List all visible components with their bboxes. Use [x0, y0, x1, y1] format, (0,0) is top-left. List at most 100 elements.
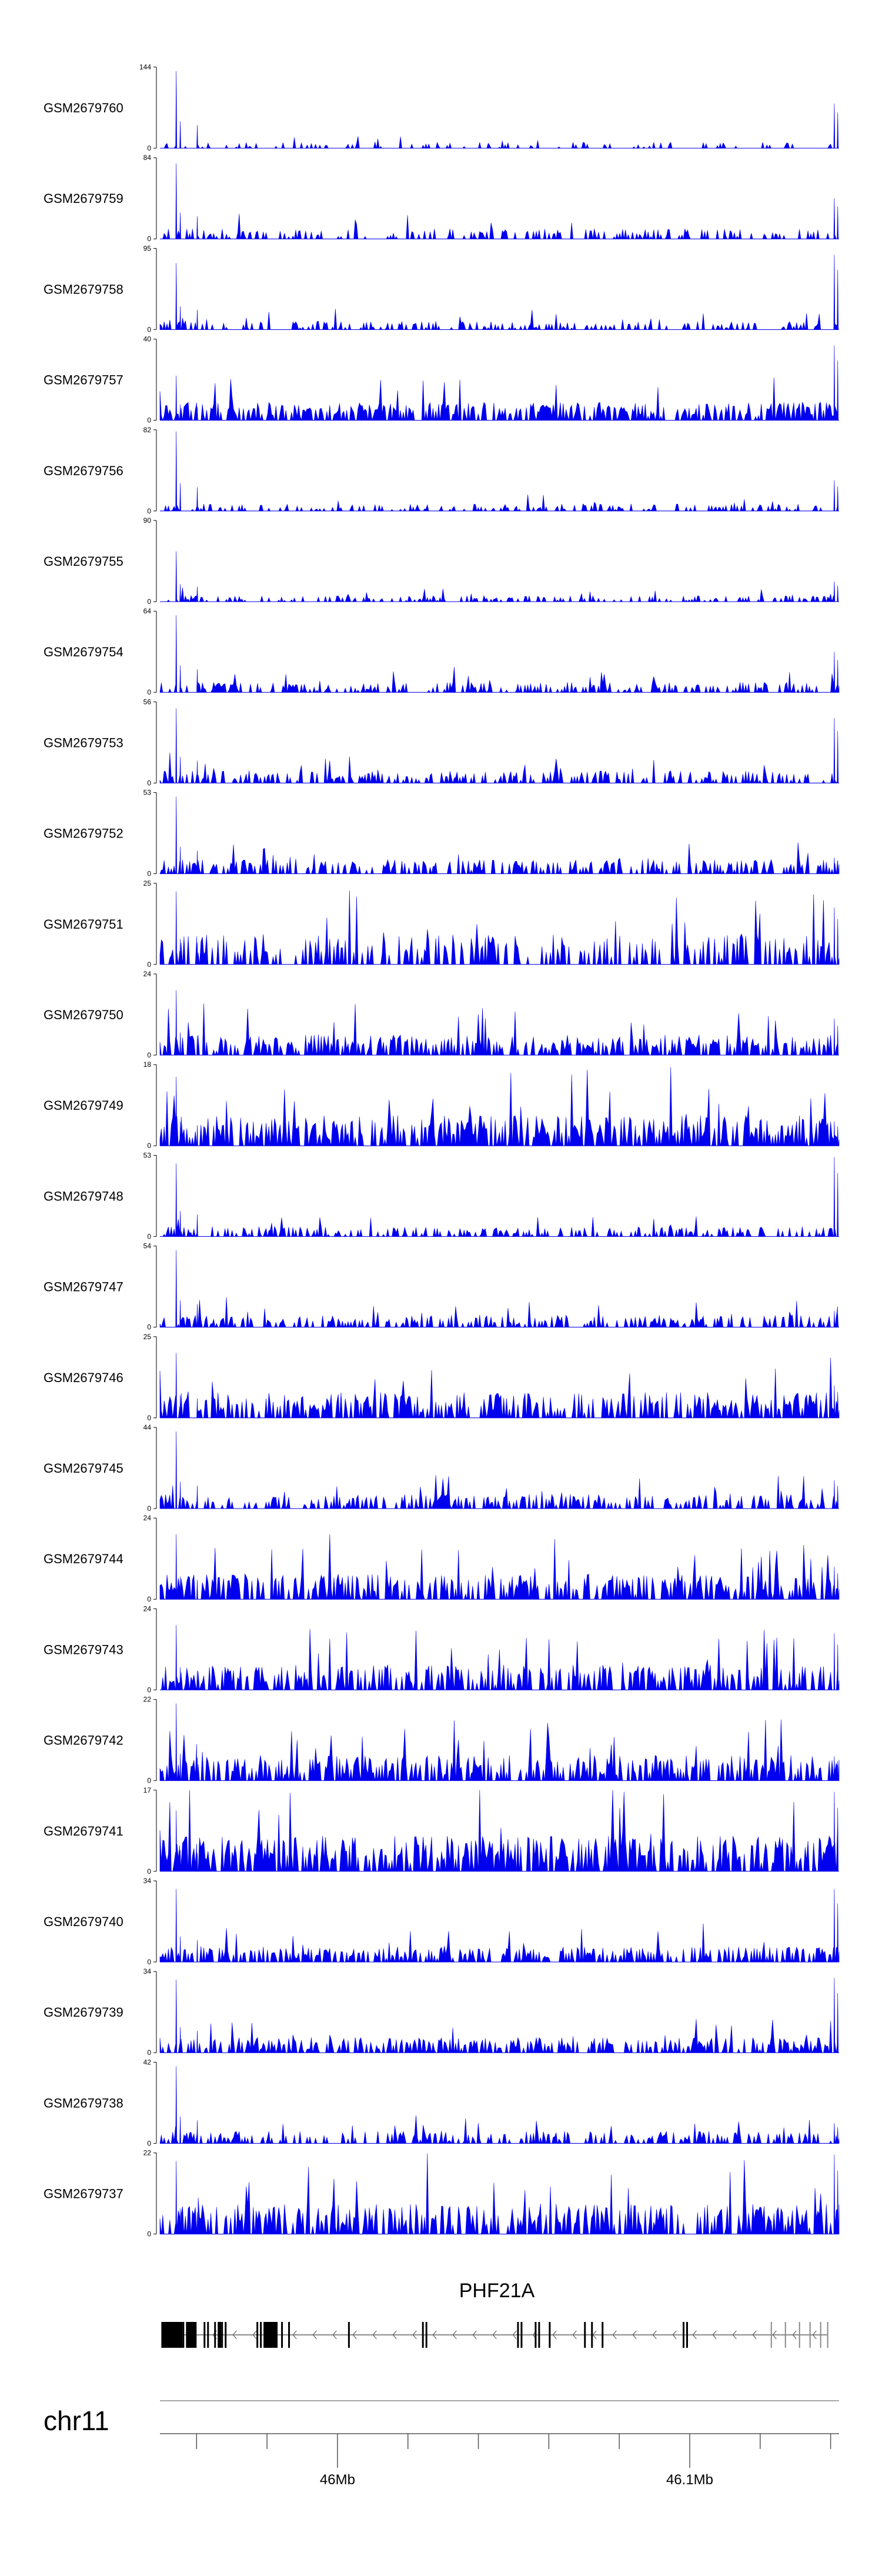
coverage-area	[159, 990, 839, 1056]
gene-exon-minor	[809, 2322, 811, 2348]
track-label: GSM2679756	[44, 463, 123, 478]
y-max-label: 56	[143, 698, 152, 706]
chromosome-label: chr11	[44, 2405, 109, 2436]
coverage-area	[159, 1250, 839, 1328]
gene-exon	[422, 2322, 424, 2348]
genome-axis: chr11 46Mb 46.1Mb	[44, 2400, 839, 2488]
gene-exon	[591, 2322, 593, 2348]
y-max-label: 64	[143, 607, 152, 615]
track-GSM2679748: GSM2679748 53 0	[44, 1151, 839, 1240]
track-label: GSM2679746	[44, 1370, 123, 1385]
y-max-label: 53	[143, 1151, 152, 1159]
gene-exon	[517, 2322, 519, 2348]
y-max-label: 40	[143, 335, 152, 343]
y-max-label: 144	[139, 63, 151, 71]
track-GSM2679747: GSM2679747 54 0	[44, 1242, 839, 1332]
track-label: GSM2679738	[44, 2095, 123, 2110]
track-GSM2679738: GSM2679738 42 0	[44, 2058, 840, 2147]
y-max-label: 34	[143, 1877, 152, 1885]
gene-exon	[256, 2322, 259, 2348]
gene-exon	[288, 2322, 290, 2348]
strand-arrow	[632, 2330, 637, 2340]
y-zero-label: 0	[147, 2230, 151, 2238]
track-label: GSM2679751	[44, 917, 123, 932]
track-GSM2679754: GSM2679754 64 0	[44, 607, 840, 696]
strand-arrow	[312, 2330, 317, 2340]
gene-exon	[186, 2322, 197, 2348]
coverage-area	[159, 1790, 839, 1872]
track-GSM2679750: GSM2679750 24 0	[44, 970, 839, 1059]
y-max-label: 17	[143, 1786, 152, 1794]
y-zero-label: 0	[147, 507, 151, 515]
gene-exon	[172, 2322, 174, 2348]
gene-exon	[686, 2322, 689, 2348]
track-label: GSM2679737	[44, 2187, 123, 2201]
track-GSM2679743: GSM2679743 24 0	[44, 1604, 840, 1694]
y-zero-label: 0	[147, 1323, 151, 1332]
coverage-area	[159, 2153, 840, 2234]
strand-arrow	[672, 2330, 677, 2340]
y-zero-label: 0	[147, 2048, 151, 2057]
gene-exon	[602, 2322, 604, 2348]
coverage-area	[159, 255, 839, 331]
track-label: GSM2679750	[44, 1007, 123, 1022]
strand-arrow	[732, 2330, 737, 2340]
track-label: GSM2679759	[44, 191, 123, 206]
strand-arrow	[512, 2330, 517, 2340]
track-GSM2679751: GSM2679751 25 0	[44, 879, 840, 969]
coverage-area	[159, 1978, 839, 2054]
track-GSM2679737: GSM2679737 22 0	[44, 2149, 840, 2238]
y-zero-label: 0	[147, 144, 151, 152]
track-label: GSM2679739	[44, 2005, 123, 2020]
coverage-area	[160, 431, 839, 512]
track-GSM2679739: GSM2679739 34 0	[44, 1967, 839, 2057]
coverage-area	[160, 551, 839, 603]
y-max-label: 22	[143, 1696, 152, 1704]
strand-arrow	[372, 2330, 377, 2340]
strand-arrow	[392, 2330, 397, 2340]
coverage-area	[159, 2066, 840, 2144]
y-max-label: 44	[143, 1423, 152, 1432]
gene-exon	[425, 2322, 427, 2348]
gene-exon	[207, 2322, 209, 2348]
y-zero-label: 0	[147, 2139, 151, 2147]
y-zero-label: 0	[147, 1595, 151, 1603]
track-label: GSM2679753	[44, 735, 123, 750]
strand-arrow	[492, 2330, 497, 2340]
track-label: GSM2679754	[44, 645, 123, 659]
gene-exon	[348, 2322, 350, 2348]
track-label: GSM2679758	[44, 282, 123, 296]
y-zero-label: 0	[147, 1414, 151, 1422]
track-GSM2679758: GSM2679758 95 0	[44, 244, 839, 333]
strand-arrow	[432, 2330, 437, 2340]
y-zero-label: 0	[147, 1958, 151, 1966]
gene-exon	[683, 2322, 685, 2348]
gene-exon	[538, 2322, 540, 2348]
track-label: GSM2679752	[44, 826, 123, 841]
y-zero-label: 0	[147, 779, 151, 787]
gene-exon-minor	[784, 2322, 786, 2348]
coverage-area	[159, 345, 839, 421]
gene-exon	[270, 2322, 273, 2348]
y-max-label: 42	[143, 2058, 152, 2066]
strand-arrow	[712, 2330, 717, 2340]
y-zero-label: 0	[147, 1142, 151, 1150]
track-label: GSM2679748	[44, 1189, 123, 1203]
strand-arrow	[812, 2330, 817, 2340]
track-label: GSM2679743	[44, 1642, 123, 1657]
strand-arrow	[652, 2330, 657, 2340]
gene-exon	[549, 2322, 551, 2348]
track-GSM2679753: GSM2679753 56 0	[44, 698, 839, 787]
track-GSM2679746: GSM2679746 25 0	[44, 1333, 840, 1422]
coverage-area	[160, 163, 839, 240]
y-max-label: 54	[143, 1242, 152, 1250]
gene-exon	[218, 2322, 222, 2348]
coverage-area	[159, 796, 840, 875]
gene-exon-minor	[820, 2322, 821, 2348]
track-GSM2679756: GSM2679756 82 0	[44, 426, 839, 515]
y-max-label: 84	[143, 154, 152, 162]
y-zero-label: 0	[147, 1051, 151, 1059]
strand-arrow	[772, 2330, 777, 2340]
strand-arrow	[292, 2330, 297, 2340]
track-label: GSM2679744	[44, 1551, 123, 1566]
